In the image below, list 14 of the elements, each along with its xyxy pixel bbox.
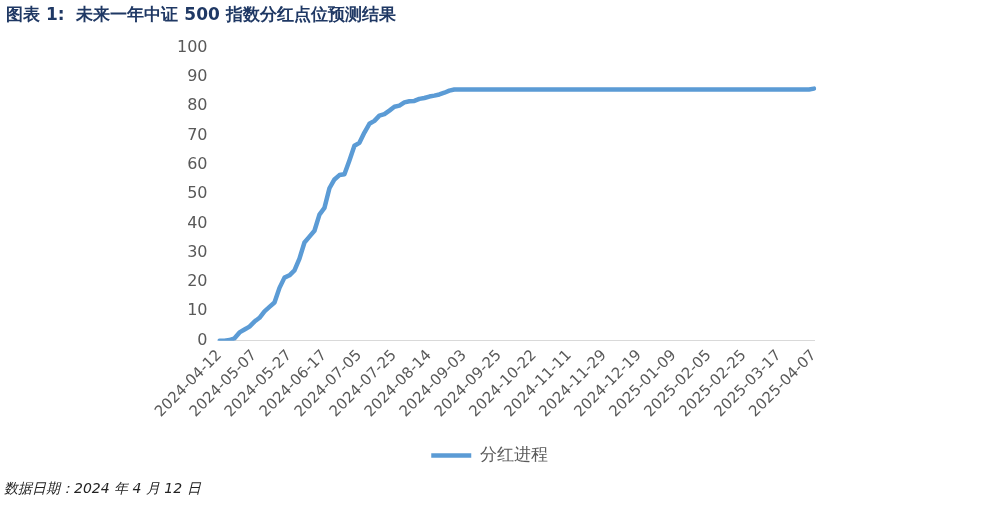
y-tick-label: 10 (187, 300, 208, 320)
legend-label: 分红进程 (479, 443, 548, 464)
text: 数据日期：2024 年 4 月 12 日 (4, 480, 201, 498)
y-tick-label: 0 (197, 329, 208, 349)
y-tick-label: 40 (187, 212, 208, 232)
y-tick-label: 50 (187, 183, 208, 203)
y-tick-label: 60 (187, 153, 208, 173)
y-tick-label: 70 (187, 124, 208, 144)
y-tick-label: 80 (187, 95, 208, 115)
y-tick-label: 30 (187, 241, 208, 261)
chart-title: 图表 1: 未来一年中证 500 指数分红点位预测结果 (6, 3, 396, 26)
y-tick-label: 20 (187, 271, 208, 291)
y-tick-label: 100 (176, 36, 208, 56)
y-tick-label: 90 (187, 66, 208, 86)
